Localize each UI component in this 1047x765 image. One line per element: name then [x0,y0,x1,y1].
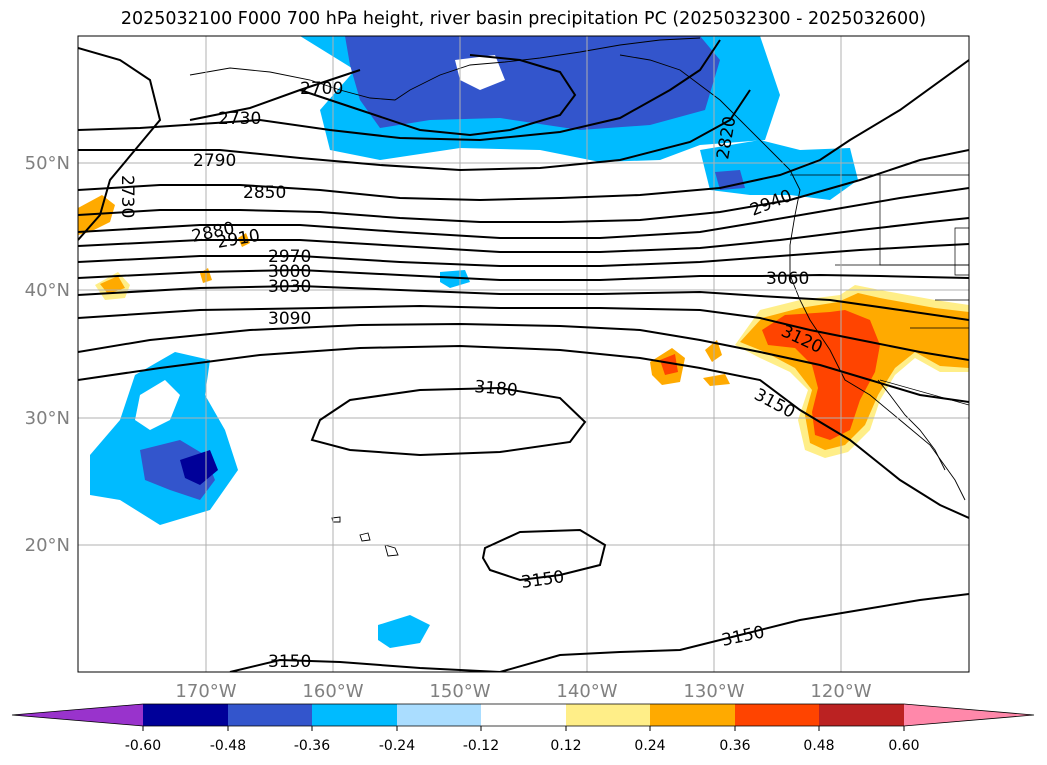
colorbar-bin [143,704,228,726]
lon-label-140w: 140°W [556,681,617,702]
colorbar-tick-label: -0.60 [125,738,161,754]
contour-label-2850: 2850 [243,183,286,203]
colorbar: -0.60 -0.48 -0.36 -0.24 -0.12 0.12 0.24 … [11,703,1035,754]
map-title: 2025032100 F000 700 hPa height, river ba… [120,9,927,29]
contour-label-3030: 3030 [268,277,311,297]
lon-label-130w: 130°W [683,681,744,702]
lon-label-120w: 120°W [810,681,871,702]
contour-label-2700: 2700 [300,79,343,99]
lat-label-50n: 50°N [25,153,70,174]
colorbar-tick-label: -0.48 [210,738,246,754]
contour-label-2730-west: 2730 [117,175,137,218]
lon-label-150w: 150°W [429,681,490,702]
colorbar-tick-label: -0.24 [379,738,415,754]
height-contours [78,39,969,672]
contour-label-3180: 3180 [474,377,519,401]
map-frame [77,35,970,673]
contour-labels: 2700 2730 2730 2790 2850 2880 2910 2940 … [117,79,826,672]
colorbar-bin [819,704,904,726]
contour-label-2730: 2730 [218,109,261,129]
colorbar-tick-labels: -0.60 -0.48 -0.36 -0.24 -0.12 0.12 0.24 … [125,738,920,754]
colorbar-bin [397,704,481,726]
lat-label-30n: 30°N [25,408,70,429]
colorbar-tick-label: 0.36 [719,738,750,754]
colorbar-tick-marks [142,726,905,731]
contour-label-3060: 3060 [766,269,809,289]
lon-label-170w: 170°W [175,681,236,702]
colorbar-bin [566,704,650,726]
lon-label-160w: 160°W [302,681,363,702]
latitude-labels: 50°N 40°N 30°N 20°N [25,153,70,556]
coastlines [189,37,966,557]
contour-label-3150-southwest: 3150 [268,652,311,672]
colorbar-tick-label: 0.60 [888,738,919,754]
lat-label-40n: 40°N [25,280,70,301]
colorbar-bin [735,704,819,726]
colorbar-extend-max [904,704,1034,726]
colorbar-tick-label: -0.36 [294,738,330,754]
colorbar-tick-label: 0.24 [634,738,665,754]
longitude-labels: 170°W 160°W 150°W 140°W 130°W 120°W [175,681,871,702]
contour-label-2970: 2970 [268,247,311,267]
gridlines [78,36,969,672]
colorbar-tick-label: -0.12 [463,738,499,754]
colorbar-tick-label: 0.48 [803,738,834,754]
contour-label-2790: 2790 [193,151,236,171]
colorbar-extend-min [12,704,143,726]
contour-label-3000: 3000 [268,262,311,282]
colorbar-tick-label: 0.12 [550,738,581,754]
lat-label-20n: 20°N [25,535,70,556]
colorbar-bin [228,704,312,726]
colorbar-bin [481,704,566,726]
contour-label-3090: 3090 [268,309,311,329]
colorbar-bin [650,704,735,726]
colorbar-bin [312,704,397,726]
negative-precip-shading [90,36,858,648]
